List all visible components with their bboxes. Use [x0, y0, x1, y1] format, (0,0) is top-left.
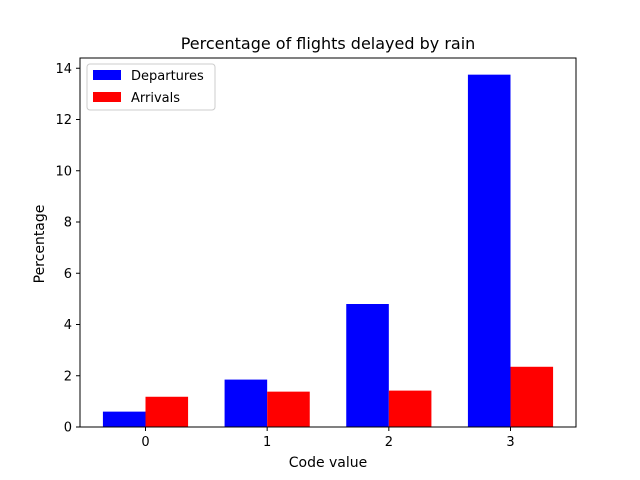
y-axis-label: Percentage	[32, 205, 48, 284]
plot-frame	[79, 57, 577, 428]
bars-group	[102, 74, 554, 428]
legend-swatch-arrivals	[93, 92, 121, 102]
bar-departures-2	[346, 304, 389, 427]
bar-arrivals-0	[145, 396, 189, 427]
bar-arrivals-3	[510, 366, 554, 427]
y-tick-label: 4	[64, 318, 72, 333]
legend-swatch-departures	[93, 70, 121, 80]
y-tick-label: 6	[64, 267, 72, 282]
bar-arrivals-1	[267, 391, 310, 427]
bar-departures-0	[102, 411, 146, 428]
legend-label-arrivals: Arrivals	[131, 91, 180, 106]
x-axis-ticks: 0 1 2 3	[141, 427, 515, 450]
x-tick-label: 1	[263, 435, 271, 450]
y-axis-ticks: 0 2 4 6 8 10 12 14	[55, 62, 80, 436]
legend: Departures Arrivals	[86, 63, 216, 111]
x-axis-label: Code value	[289, 455, 368, 471]
x-tick-label: 3	[506, 435, 514, 450]
x-tick-label: 2	[385, 435, 393, 450]
y-tick-label: 0	[64, 421, 72, 436]
bar-departures-1	[224, 379, 268, 427]
y-tick-label: 12	[55, 113, 72, 128]
chart-title: Percentage of flights delayed by rain	[181, 34, 476, 53]
x-tick-label: 0	[141, 435, 149, 450]
y-tick-label: 10	[55, 164, 72, 179]
bar-departures-3	[467, 74, 511, 427]
y-tick-label: 8	[64, 216, 72, 231]
y-tick-label: 14	[55, 62, 72, 77]
bar-arrivals-2	[388, 390, 432, 427]
legend-label-departures: Departures	[131, 69, 204, 84]
y-tick-label: 2	[64, 369, 72, 384]
